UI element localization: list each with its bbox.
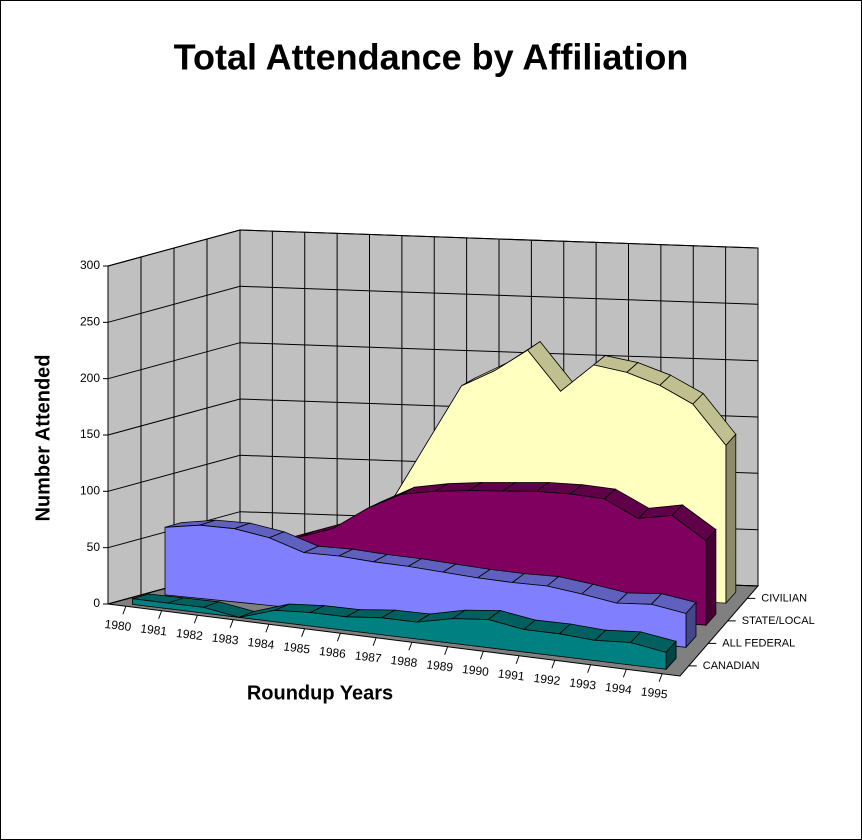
x-tick-label: 1981 [140, 621, 169, 638]
x-tick [658, 673, 663, 682]
x-axis-title: Roundup Years [247, 682, 393, 704]
x-tick-label: 1982 [175, 626, 204, 643]
legend-label: ALL FEDERAL [722, 637, 795, 649]
x-tick-label: 1987 [354, 648, 383, 665]
x-tick [622, 669, 627, 678]
area-end-cap [725, 433, 737, 605]
area-front [131, 598, 667, 670]
x-tick [301, 628, 306, 637]
x-tick-label: 1986 [318, 644, 347, 661]
x-tick-label: 1988 [390, 653, 419, 670]
x-tick [158, 610, 163, 619]
x-tick [265, 624, 270, 633]
grid-line [107, 229, 759, 267]
x-tick-label: 1980 [104, 617, 133, 634]
x-tick-label: 1985 [283, 639, 312, 656]
x-tick [336, 633, 341, 642]
area-front [164, 524, 687, 648]
x-tick-label: 1990 [461, 662, 490, 679]
x-tick-label: 1984 [247, 635, 276, 652]
legend-label: CANADIAN [703, 660, 760, 672]
x-tick [479, 651, 484, 660]
x-tick [551, 660, 556, 669]
y-axis-title: Number Attended [32, 354, 54, 521]
x-tick-label: 1991 [497, 666, 526, 683]
x-tick [372, 637, 377, 646]
x-tick [408, 642, 413, 651]
x-tick [193, 615, 198, 624]
x-tick-label: 1983 [211, 630, 240, 647]
x-tick [444, 646, 449, 655]
grid-line [107, 285, 759, 323]
x-tick-label: 1995 [640, 684, 669, 701]
area-end-cap [705, 528, 717, 627]
legend-label: CIVILIAN [761, 592, 807, 604]
x-tick [515, 655, 520, 664]
y-tick-label: 250 [80, 315, 100, 329]
x-tick [229, 619, 234, 628]
x-tick [587, 664, 592, 673]
legend-label: STATE/LOCAL [742, 615, 815, 627]
x-tick [122, 606, 127, 615]
x-tick-label: 1992 [533, 671, 562, 688]
y-tick-label: 100 [80, 484, 100, 498]
y-tick-label: 150 [80, 427, 100, 441]
x-tick-label: 1989 [426, 657, 455, 674]
x-tick-label: 1994 [604, 680, 633, 697]
y-tick-label: 0 [93, 596, 100, 610]
grid-line [107, 342, 759, 380]
x-tick-label: 1993 [569, 675, 598, 692]
y-tick-label: 300 [80, 258, 100, 272]
y-tick-label: 200 [80, 371, 100, 385]
chart-title: Total Attendance by Affiliation [174, 37, 689, 78]
y-tick-label: 50 [87, 540, 101, 554]
